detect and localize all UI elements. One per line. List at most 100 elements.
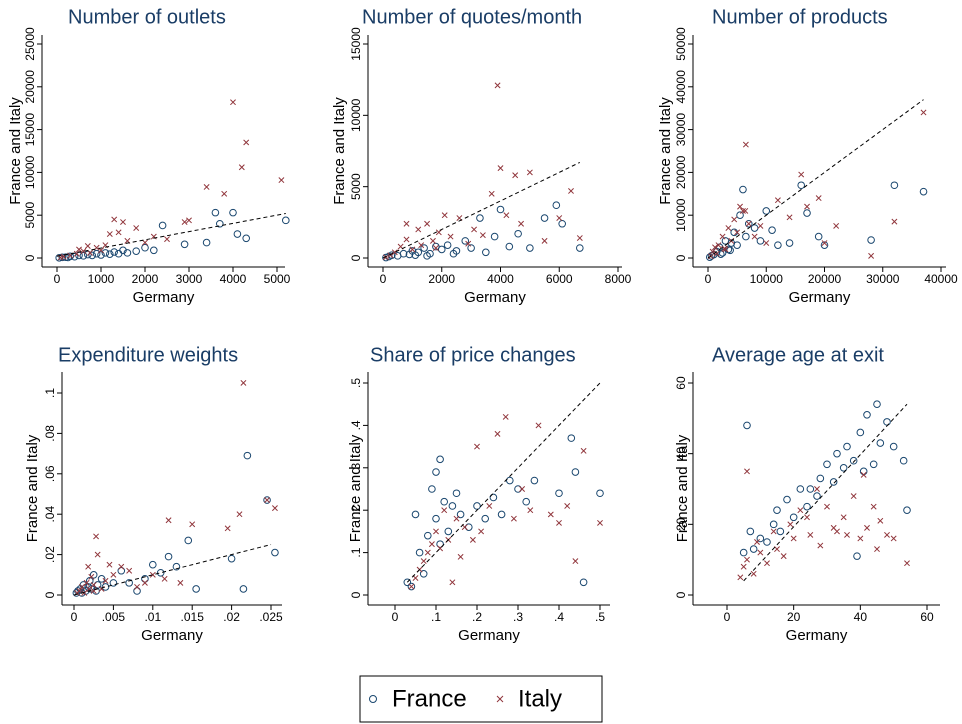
italy-point — [844, 531, 850, 538]
france-point — [733, 241, 741, 249]
france-point — [506, 476, 514, 485]
france-point — [97, 251, 105, 259]
y-tick-label: 20000 — [674, 155, 688, 189]
y-tick-label: .2 — [349, 505, 363, 515]
italy-point — [391, 249, 398, 256]
france-point — [749, 545, 758, 553]
italy-point — [230, 99, 236, 106]
italy-point — [744, 468, 750, 475]
italy-point — [134, 583, 140, 590]
france-point — [806, 485, 815, 493]
france-point — [242, 234, 250, 243]
italy-point — [441, 507, 448, 514]
italy-point — [763, 240, 770, 246]
italy-point — [750, 570, 757, 577]
x-axis-label: Germany — [458, 627, 520, 644]
y-tick-label: 0 — [349, 254, 363, 261]
x-axis-label: Germany — [789, 289, 851, 306]
france-point — [432, 468, 440, 476]
france-point — [899, 456, 908, 465]
italy-point — [804, 203, 810, 210]
france-point — [465, 523, 473, 531]
france-point — [216, 219, 224, 228]
france-point — [736, 211, 744, 219]
france-point — [233, 230, 242, 238]
france-point — [192, 585, 200, 593]
france-point — [184, 536, 193, 545]
france-point — [496, 205, 505, 214]
x-tick-label: 0 — [392, 610, 399, 624]
france-point — [101, 249, 110, 257]
italy-point — [860, 471, 867, 478]
italy-point — [126, 567, 133, 574]
italy-point — [181, 219, 188, 226]
france-point — [437, 245, 446, 254]
panel-title: Expenditure weights — [58, 344, 238, 366]
italy-point — [740, 563, 747, 570]
france-point — [452, 489, 461, 498]
france-point — [172, 562, 181, 571]
y-axis-label: France and Italy — [347, 434, 364, 542]
italy-point — [494, 430, 501, 437]
france-point — [444, 527, 453, 536]
france-point — [110, 248, 118, 256]
italy-point — [177, 579, 184, 586]
france-point — [803, 502, 811, 511]
italy-point — [189, 521, 196, 528]
italy-point — [580, 447, 587, 454]
x-tick-label: 2000 — [132, 272, 159, 286]
italy-point — [731, 216, 738, 223]
france-point — [746, 527, 755, 536]
france-point — [856, 428, 865, 437]
italy-point — [78, 583, 85, 590]
fit-line — [406, 382, 601, 583]
france-point — [243, 451, 252, 460]
italy-point — [409, 246, 416, 253]
italy-point — [420, 558, 427, 565]
italy-point — [80, 248, 87, 255]
italy-point — [240, 379, 247, 386]
france-point — [481, 514, 490, 523]
france-point — [552, 201, 561, 210]
france-point — [164, 552, 173, 561]
france-point — [797, 181, 806, 190]
france-point — [739, 548, 748, 557]
italy-point — [141, 579, 148, 586]
france-point — [72, 589, 81, 597]
france-point — [473, 502, 481, 510]
france-point — [876, 439, 885, 447]
france-point — [890, 181, 899, 190]
france-point — [88, 251, 96, 260]
france-point — [718, 249, 727, 257]
france-point — [403, 578, 412, 587]
italy-point — [774, 197, 781, 204]
france-point — [239, 585, 248, 593]
italy-point — [494, 82, 501, 89]
italy-point — [547, 511, 554, 518]
italy-point — [186, 217, 192, 224]
italy-point — [874, 546, 880, 553]
y-tick-label: 0 — [23, 254, 37, 261]
x-tick-label: .005 — [102, 610, 126, 624]
france-point — [571, 468, 580, 476]
france-point — [522, 497, 531, 506]
legend-label: Italy — [518, 685, 562, 712]
legend-marker-france — [369, 695, 377, 703]
x-tick-label: 6000 — [546, 272, 573, 286]
fit-line — [56, 212, 286, 257]
france-point — [796, 485, 805, 493]
italy-point — [770, 528, 777, 535]
italy-point — [76, 246, 82, 253]
italy-point — [271, 505, 278, 512]
italy-point — [497, 165, 504, 172]
france-point — [873, 400, 881, 409]
italy-point — [597, 519, 603, 526]
italy-point — [203, 183, 210, 190]
x-tick-label: .02 — [223, 610, 240, 624]
y-tick-label: 15000 — [23, 113, 37, 147]
y-tick-label: 15000 — [349, 27, 363, 61]
france-point — [125, 579, 133, 587]
france-point — [424, 531, 432, 540]
y-tick-label: 5000 — [23, 202, 37, 229]
italy-point — [868, 252, 875, 259]
